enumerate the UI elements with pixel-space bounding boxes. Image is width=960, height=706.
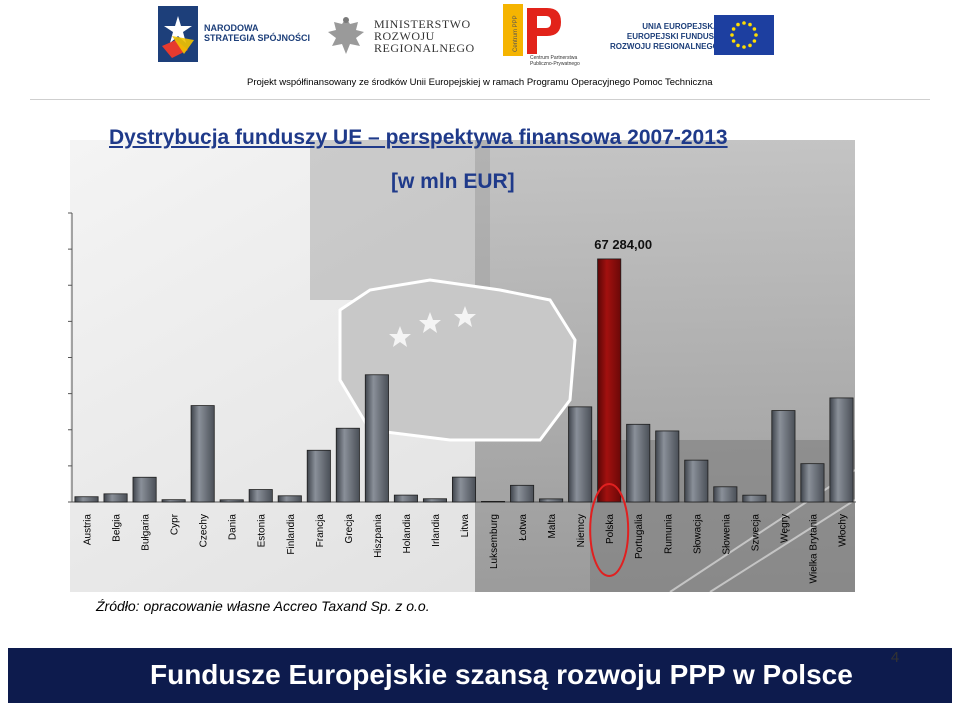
x-tick-label: Holandia (402, 514, 413, 554)
bar-wielka brytania (800, 463, 825, 503)
bar-malta (539, 498, 564, 503)
x-tick-label: Grecja (344, 514, 355, 544)
bar-holandia (393, 494, 418, 503)
bar-luksemburg (481, 500, 506, 503)
highlight-data-label: 67 284,00 (594, 237, 652, 252)
bar-łotwa (510, 484, 535, 503)
chart-subtitle: [w mln EUR] (391, 170, 515, 193)
bar-słowacja (684, 459, 709, 503)
bar-słowenia (713, 486, 738, 503)
svg-text:Centrum PPP: Centrum PPP (513, 15, 519, 52)
x-tick-label: Cypr (170, 513, 181, 535)
x-tick-label: Litwa (460, 514, 471, 538)
bar-niemcy (568, 406, 593, 503)
bar-litwa (451, 476, 477, 503)
x-tick-label: Wielka Brytania (808, 514, 819, 584)
bar-polska (597, 258, 622, 503)
bar-hiszpania (364, 374, 389, 503)
x-tick-label: Finlandia (286, 514, 297, 555)
bar-portugalia (626, 423, 651, 503)
x-tick-label: Niemcy (576, 514, 587, 547)
x-tick-label: Słowenia (721, 514, 732, 555)
bar-grecja (335, 427, 360, 503)
x-tick-label: Węgry (779, 514, 790, 543)
ppp-logo-subtext: Centrum Partnerstwa Publiczno-Prywatnego (530, 55, 580, 67)
x-tick-label: Austria (83, 514, 94, 546)
source-note: Źródło: opracowanie własne Accreo Taxand… (96, 598, 430, 614)
header-divider (30, 99, 930, 100)
bar-włochy (829, 397, 854, 503)
bar-szwecja (742, 494, 767, 503)
x-tick-label: Dania (228, 514, 239, 541)
background-photo (70, 140, 855, 592)
x-tick-label: Malta (547, 514, 558, 539)
x-tick-label: Hiszpania (373, 514, 384, 558)
bar-dania (219, 499, 244, 503)
bar-irlandia (422, 498, 447, 503)
bar-węgry (771, 410, 796, 503)
footer-slogan: Fundusze Europejskie szansą rozwoju PPP … (150, 659, 853, 690)
x-tick-label: Czechy (199, 514, 210, 547)
project-cofinancing-line: Projekt współfinansowany ze środków Unii… (247, 77, 713, 88)
bar-cypr (161, 499, 186, 503)
x-tick-label: Włochy (837, 514, 848, 547)
x-tick-label: Irlandia (431, 514, 442, 547)
x-tick-label: Polska (605, 514, 616, 544)
x-tick-label: Bułgaria (141, 514, 152, 551)
x-tick-label: Portugalia (634, 514, 645, 559)
eu-flag-icon (714, 15, 774, 55)
x-tick-label: Belgia (112, 514, 123, 542)
page-number: 4 (890, 649, 900, 666)
strategy-logo-mark (158, 6, 198, 62)
bar-austria (74, 496, 99, 503)
eagle-emblem-icon (328, 17, 364, 54)
eu-logo-text: UNIA EUROPEJSKA EUROPEJSKI FUNDUSZ ROZWO… (610, 22, 719, 51)
strategy-logo-text: NARODOWA STRATEGIA SPÓJNOŚCI (204, 23, 311, 43)
bar-belgia (103, 493, 128, 503)
ppp-logo-mark: Centrum PPP (503, 4, 561, 56)
ministry-logo-text: MINISTERSTWO ROZWOJU REGIONALNEGO (374, 17, 475, 55)
bar-francja (306, 449, 331, 503)
bar-estonia (248, 489, 273, 503)
x-tick-label: Szwecja (750, 514, 761, 552)
footer-banner (8, 648, 952, 703)
x-tick-label: Luksemburg (489, 514, 500, 569)
x-tick-label: Łotwa (518, 514, 529, 541)
bar-rumunia (655, 430, 680, 503)
x-tick-label: Estonia (257, 514, 268, 548)
x-tick-label: Francja (315, 514, 326, 548)
x-tick-label: Rumunia (663, 514, 674, 554)
bar-bułgaria (132, 476, 157, 503)
x-tick-label: Słowacja (692, 514, 703, 554)
bar-finlandia (277, 495, 302, 503)
chart-title: Dystrybucja funduszy UE – perspektywa fi… (109, 126, 728, 149)
bar-czechy (190, 405, 215, 503)
highlight-ring (589, 483, 630, 577)
